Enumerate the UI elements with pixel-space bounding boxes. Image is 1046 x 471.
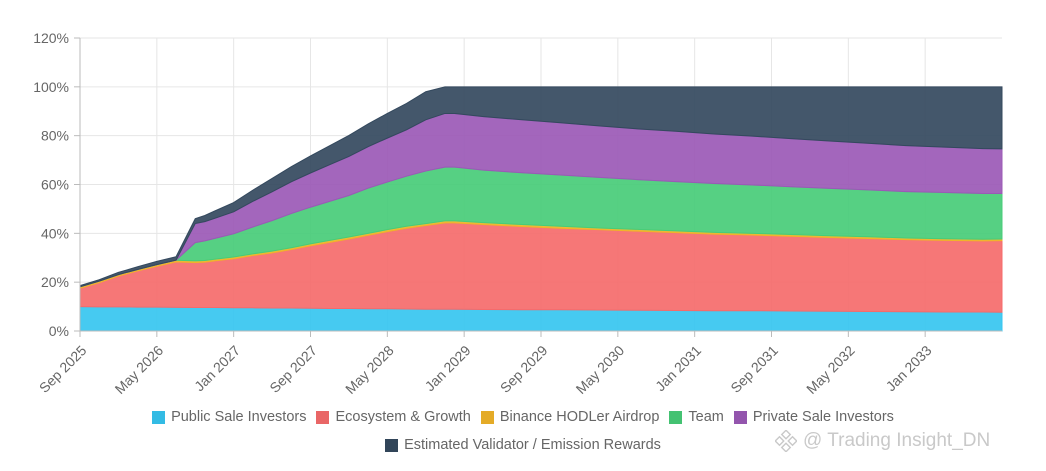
x-tick-label: May 2032 — [803, 342, 858, 397]
x-tick-label: Sep 2031 — [727, 342, 781, 396]
axes — [74, 37, 1002, 337]
area-series-layer — [79, 86, 1003, 332]
x-tick-label: Jan 2029 — [422, 342, 474, 394]
x-tick-label: Jan 2027 — [191, 342, 243, 394]
y-axis-tick-labels: 0% 20% 40% 60% 80% 100% 120% — [33, 30, 69, 339]
legend-swatch — [480, 410, 494, 424]
legend: Public Sale Investors Ecosystem & Growth B… — [0, 409, 1046, 425]
legend-swatch — [316, 410, 330, 424]
watermark-text: @ Trading Insight_DN — [803, 430, 991, 451]
area-series-estimated-validator-emission-rewards — [79, 86, 1003, 288]
watermark: @ Trading Insight_DN — [775, 430, 990, 452]
legend-swatch — [669, 410, 683, 424]
legend-item-team[interactable]: Team — [669, 409, 724, 425]
legend-label: Estimated Validator / Emission Rewards — [404, 437, 661, 453]
x-tick-label: May 2030 — [573, 342, 628, 397]
legend-label: Binance HODLer Airdrop — [499, 409, 660, 425]
x-tick-label: May 2026 — [112, 342, 167, 397]
x-tick-label: Sep 2027 — [266, 342, 320, 396]
legend-item-private-sale-investors[interactable]: Private Sale Investors — [733, 409, 894, 425]
x-tick-label: May 2028 — [342, 342, 397, 397]
y-tick-label: 60% — [41, 177, 69, 193]
x-tick-label: Jan 2031 — [652, 342, 704, 394]
stacked-area-chart: 0% 20% 40% 60% 80% 100% 120% Sep 2025 May 2026 J… — [33, 30, 1003, 397]
x-axis-tick-labels: Sep 2025 May 2026 Jan 2027 Sep 2027 May 2028… — [36, 342, 935, 397]
legend-label: Team — [688, 409, 724, 425]
legend-item-estimated-validator-emission-rewards[interactable]: Estimated Validator / Emission Rewards — [385, 437, 661, 453]
legend-label: Public Sale Investors — [171, 409, 307, 425]
binance-logo-icon — [775, 430, 797, 452]
y-tick-label: 120% — [33, 30, 69, 46]
x-tick-label: Sep 2029 — [497, 342, 551, 396]
legend-label: Ecosystem & Growth — [335, 409, 471, 425]
legend-swatch — [385, 438, 399, 452]
y-tick-label: 0% — [49, 323, 69, 339]
legend-label: Private Sale Investors — [752, 409, 894, 425]
legend-swatch — [733, 410, 747, 424]
y-tick-label: 40% — [41, 225, 69, 241]
legend-item-public-sale-investors[interactable]: Public Sale Investors — [152, 409, 306, 425]
legend-item-binance-hodler-airdrop[interactable]: Binance HODLer Airdrop — [480, 409, 660, 425]
y-tick-label: 80% — [41, 128, 69, 144]
legend-item-ecosystem-growth[interactable]: Ecosystem & Growth — [316, 409, 471, 425]
y-tick-label: 20% — [41, 274, 69, 290]
legend-row-2: Estimated Validator / Emission Rewards — [0, 437, 1046, 453]
x-tick-label: Jan 2033 — [883, 342, 935, 394]
legend-swatch — [152, 410, 166, 424]
x-tick-label: Sep 2025 — [36, 342, 90, 396]
y-tick-label: 100% — [33, 79, 69, 95]
